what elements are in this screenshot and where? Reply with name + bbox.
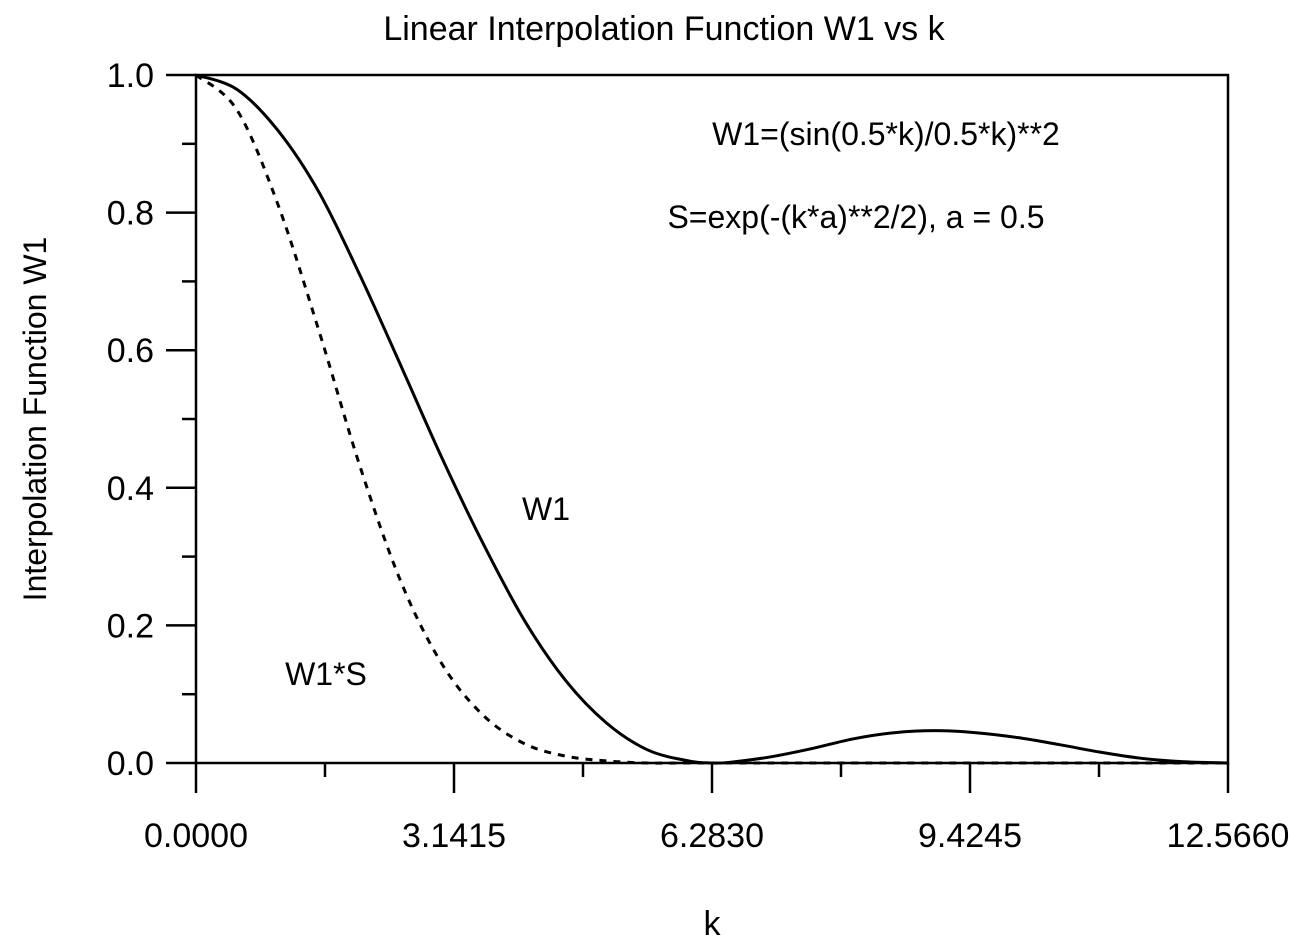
annotation-s-formula: S=exp(-(k*a)**2/2), a = 0.5 [667,199,1044,235]
series-label-w1: W1 [522,491,570,527]
x-tick-label: 0.0000 [144,817,248,855]
x-tick-label: 12.5660 [1167,817,1290,855]
y-tick-label: 1.0 [107,57,154,95]
y-axis-label: Interpolation Function W1 [17,237,53,602]
series-label-w1s: W1*S [285,656,367,692]
x-tick-label: 6.2830 [660,817,764,855]
chart-title: Linear Interpolation Function W1 vs k [383,10,945,48]
x-tick-label: 3.1415 [402,817,506,855]
y-axis: 0.0 0.2 0.4 0.6 0.8 1.0 [107,57,196,783]
x-axis-label: k [704,905,722,943]
x-axis: 0.0000 3.1415 6.2830 9.4245 12.5660 [144,763,1289,855]
annotation-w1-formula: W1=(sin(0.5*k)/0.5*k)**2 [712,116,1060,152]
y-tick-label: 0.0 [107,745,154,783]
y-tick-label: 0.6 [107,332,154,370]
series-lines [195,73,1229,765]
y-tick-label: 0.8 [107,195,154,233]
x-tick-label: 9.4245 [918,817,1022,855]
y-tick-label: 0.4 [107,470,154,508]
y-tick-label: 0.2 [107,607,154,645]
